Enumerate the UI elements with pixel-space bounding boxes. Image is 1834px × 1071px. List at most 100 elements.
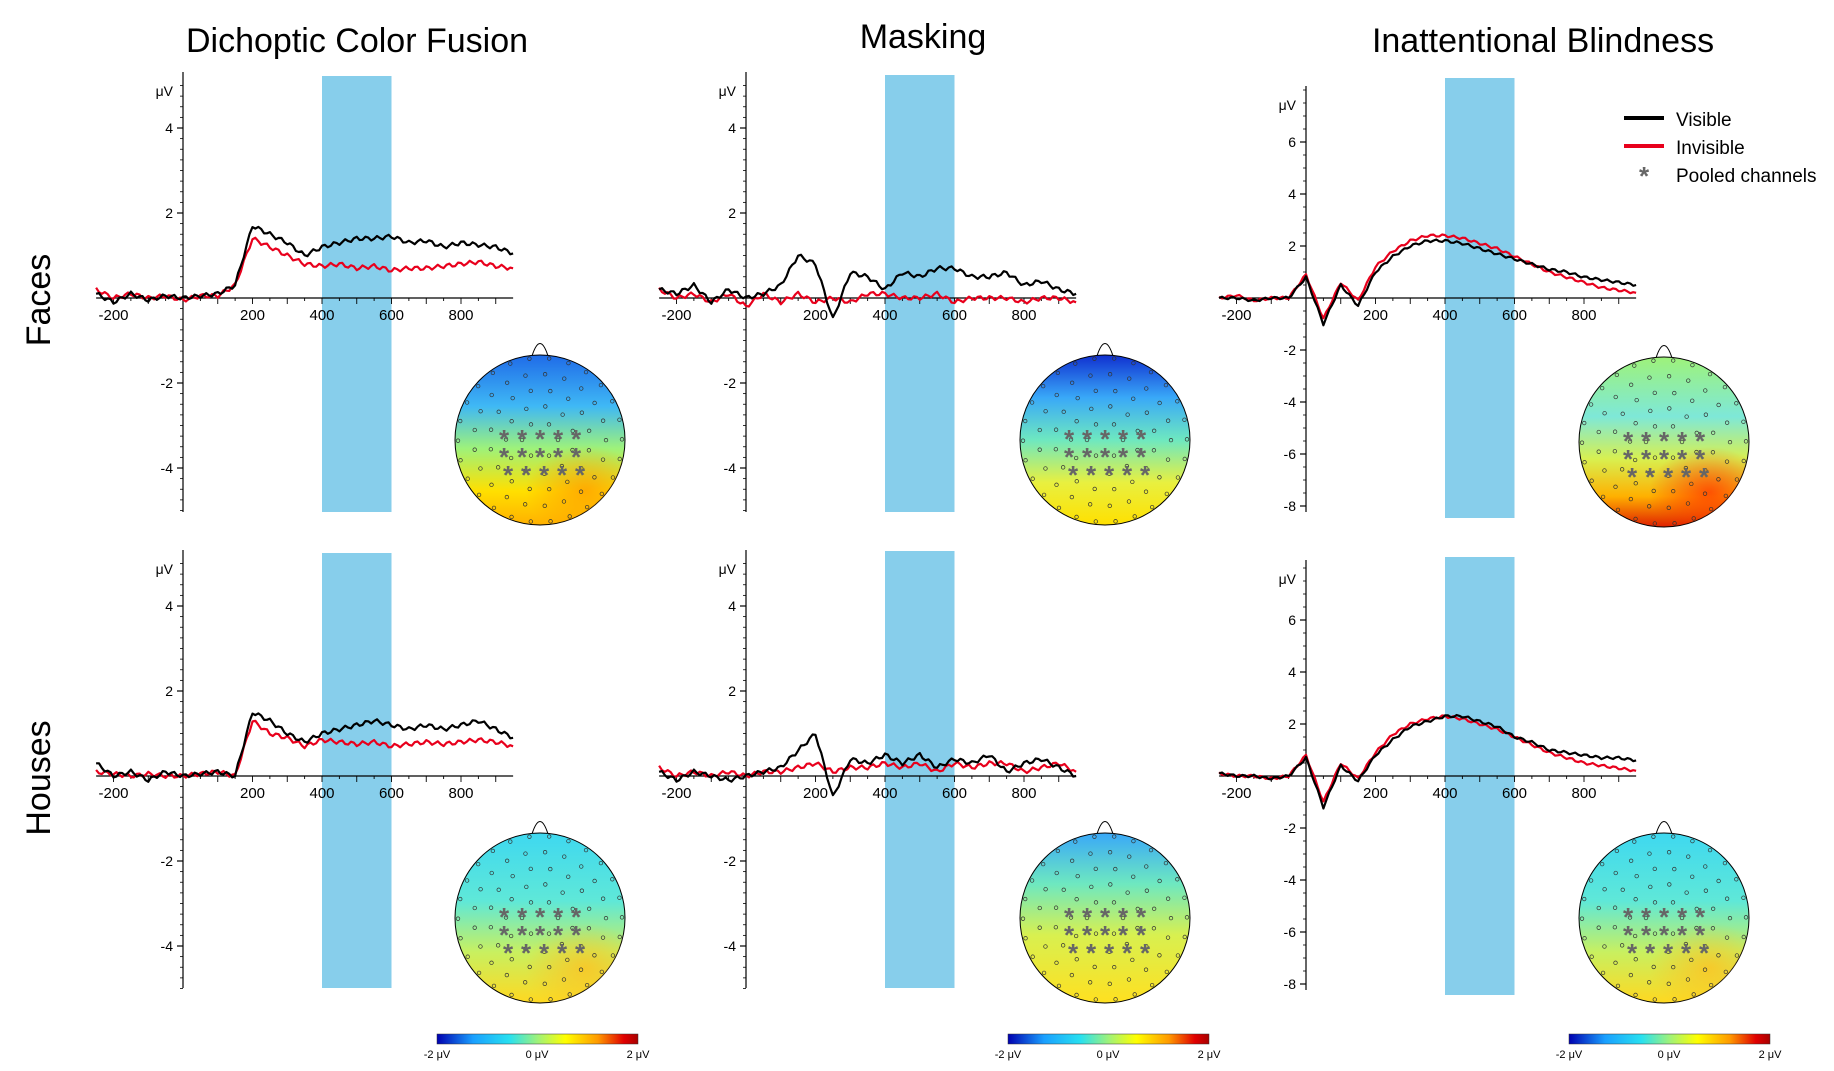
electrode-dot (1716, 402, 1721, 408)
electrode-dot (1131, 838, 1136, 844)
x-tick-label: 600 (942, 785, 967, 802)
electrode-dot (1023, 936, 1028, 941)
electrode-dot (508, 839, 513, 844)
electrode-dot (547, 834, 552, 839)
electrode-dot (1614, 848, 1620, 854)
colorbar-3-tick-neg: -2 μV (1556, 1049, 1583, 1061)
electrode-dot (1600, 861, 1605, 867)
electrode-dot (1633, 516, 1638, 522)
electrode-dot (562, 376, 567, 381)
electrode-dot (1030, 954, 1035, 959)
y-axis-unit: μV (719, 83, 737, 99)
electrode-dot (600, 896, 606, 901)
colorbar-3-tick-pos: 2 μV (1759, 1049, 1783, 1061)
y-tick-label: 2 (728, 683, 736, 699)
series-line-visible (1218, 713, 1637, 810)
pooled-channel-asterisk: * (1100, 424, 1111, 454)
pooled-channel-asterisk: * (553, 424, 564, 454)
electrode-dot (1037, 925, 1042, 930)
electrode-dot (1691, 992, 1696, 997)
y-axis-unit: μV (156, 561, 174, 577)
electrode-dot (1144, 864, 1149, 869)
electrode-dot (528, 388, 533, 394)
head-nose (1655, 345, 1673, 359)
electrode-dot (1043, 466, 1048, 471)
electrode-dot (1602, 887, 1607, 892)
y-tick-label: -2 (724, 853, 737, 869)
electrode-dot (1165, 457, 1171, 462)
electrode-dot (578, 967, 584, 972)
electrode-dot (1112, 834, 1117, 839)
electrode-dot (528, 453, 534, 458)
electrode-dot (1068, 915, 1074, 920)
electrode-dot (1613, 960, 1618, 965)
electrode-dot (1632, 839, 1637, 844)
pooled-channel-asterisk: * (521, 938, 532, 968)
electrode-dot (504, 972, 510, 978)
electrode-dot (1127, 376, 1132, 381)
electrode-dot (1683, 941, 1689, 947)
column-title-inattentional: Inattentional Blindness (1372, 22, 1714, 60)
electrode-dot (1672, 997, 1677, 1002)
pooled-channel-asterisk: * (571, 902, 582, 932)
topomap: * * * * ** * * * ** * * * * (1578, 345, 1750, 528)
electrode-dot (610, 399, 615, 404)
x-tick-label: 800 (1571, 307, 1596, 324)
electrode-dot (504, 494, 510, 500)
electrode-dot (1643, 439, 1649, 445)
electrode-dot (592, 953, 597, 958)
electrode-dot (1107, 372, 1113, 377)
electrode-dot (1182, 456, 1187, 462)
electrode-dot (570, 906, 575, 912)
electrode-dot (1060, 465, 1066, 470)
electrode-dot (1632, 363, 1637, 368)
pooled-channel-asterisk: * (553, 920, 564, 950)
head-nose (1655, 821, 1673, 835)
y-axis-unit: μV (1279, 97, 1297, 113)
electrode-dot (617, 934, 622, 940)
pooled-channel-asterisk: * (499, 920, 510, 950)
electrode-dot (1113, 519, 1118, 524)
y-tick-label: -2 (161, 853, 174, 869)
electrode-dot (1647, 470, 1652, 475)
pooled-channel-asterisk: * (1641, 902, 1652, 932)
electrode-dot (1112, 964, 1117, 970)
electrode-dot (1734, 477, 1740, 482)
electrode-dot (528, 422, 534, 427)
pooled-channel-asterisk: * (553, 442, 564, 472)
series-line-visible (658, 733, 1077, 797)
electrode-dot (1148, 847, 1154, 853)
electrode-dot (1073, 839, 1078, 844)
pooled-channel-asterisk: * (503, 938, 514, 968)
electrode-dot (560, 890, 565, 895)
electrode-dot (504, 858, 510, 863)
pooled-channel-asterisk: * (1659, 426, 1670, 456)
electrode-dot (1652, 997, 1657, 1002)
electrode-dot (1093, 931, 1099, 936)
electrode-dot (1672, 521, 1677, 526)
electrode-dot (1689, 957, 1694, 963)
pooled-channel-asterisk: * (1100, 920, 1111, 950)
electrode-dot (523, 851, 528, 856)
electrode-dot (600, 935, 606, 940)
electrode-dot (509, 957, 514, 962)
electrode-dot (1602, 468, 1607, 473)
electrode-dot (1703, 468, 1708, 473)
x-tick-label: 200 (803, 785, 828, 802)
x-tick-label: 600 (1502, 785, 1527, 802)
series-line-invisible (1218, 233, 1637, 320)
electrode-dot (1613, 870, 1618, 876)
electrode-dot (1670, 455, 1676, 460)
electrode-dot (567, 992, 572, 997)
electrode-dot (496, 887, 501, 892)
y-tick-label: -2 (161, 375, 174, 391)
y-tick-label: -6 (1284, 924, 1297, 940)
electrode-dot (584, 504, 590, 510)
electrode-dot (1089, 884, 1094, 890)
electrode-dot (1741, 895, 1746, 900)
electrode-dot (1723, 969, 1728, 975)
x-tick-label: 200 (240, 785, 265, 802)
electrode-dot (619, 437, 625, 442)
electrode-dot (1689, 481, 1694, 487)
electrode-dot (528, 519, 533, 524)
